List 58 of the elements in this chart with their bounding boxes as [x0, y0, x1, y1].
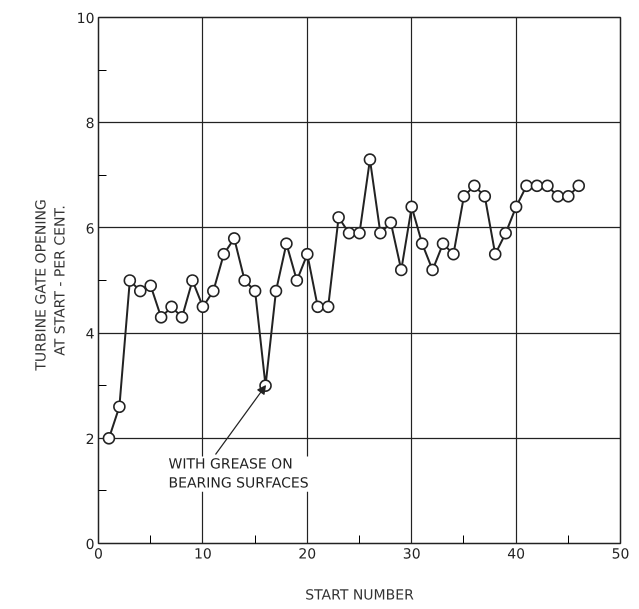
- point: [270, 284, 282, 298]
- point: [238, 274, 251, 287]
- point: [384, 216, 398, 229]
- point: [405, 200, 418, 214]
- point: [447, 248, 460, 260]
- point: [572, 180, 586, 192]
- y-tick-label: 2: [86, 432, 95, 448]
- point: [552, 190, 564, 203]
- point: [186, 274, 199, 287]
- point: [342, 226, 356, 240]
- x-tick-label: 40: [507, 546, 526, 562]
- point: [436, 237, 450, 250]
- point: [394, 264, 408, 276]
- point: [228, 232, 241, 245]
- x-axis-title: START NUMBER: [305, 588, 414, 604]
- point: [520, 180, 533, 192]
- point: [217, 248, 230, 260]
- point: [562, 190, 575, 203]
- point: [207, 284, 220, 298]
- x-tick-label: 50: [612, 546, 630, 562]
- y-tick-label: 8: [86, 116, 95, 132]
- point: [510, 200, 522, 214]
- point: [311, 300, 324, 314]
- point: [478, 190, 492, 203]
- y-tick-label: 10: [76, 11, 95, 27]
- point: [280, 237, 293, 250]
- point: [196, 300, 210, 314]
- point: [154, 311, 168, 324]
- point: [468, 180, 481, 192]
- y-axis-title: TURBINE GATE OPENING AT START - PER CENT.: [33, 199, 69, 372]
- point: [416, 237, 428, 250]
- point: [134, 284, 147, 298]
- y-tick-label: 6: [86, 221, 95, 238]
- point: [248, 284, 262, 298]
- point: [488, 248, 502, 260]
- point: [322, 300, 334, 314]
- point: [541, 180, 554, 192]
- point: [458, 190, 470, 203]
- point: [165, 300, 178, 314]
- point: [176, 311, 188, 324]
- point: [290, 274, 304, 287]
- point: [530, 180, 544, 192]
- x-tick-label: 10: [194, 546, 212, 562]
- annotation: WITH GREASE ON BEARING SURFACES: [168, 456, 309, 492]
- point: [301, 248, 314, 260]
- y-tick-label: 4: [86, 326, 95, 343]
- point: [102, 432, 116, 445]
- point: [144, 279, 157, 292]
- x-tick-label: 20: [298, 546, 316, 562]
- point: [364, 153, 376, 166]
- point: [124, 274, 136, 287]
- point: [499, 226, 512, 240]
- point: [332, 211, 345, 224]
- point: [426, 264, 439, 276]
- point: [353, 226, 366, 240]
- point: [374, 226, 387, 240]
- x-tick-label: 30: [402, 546, 421, 562]
- point: [113, 400, 126, 414]
